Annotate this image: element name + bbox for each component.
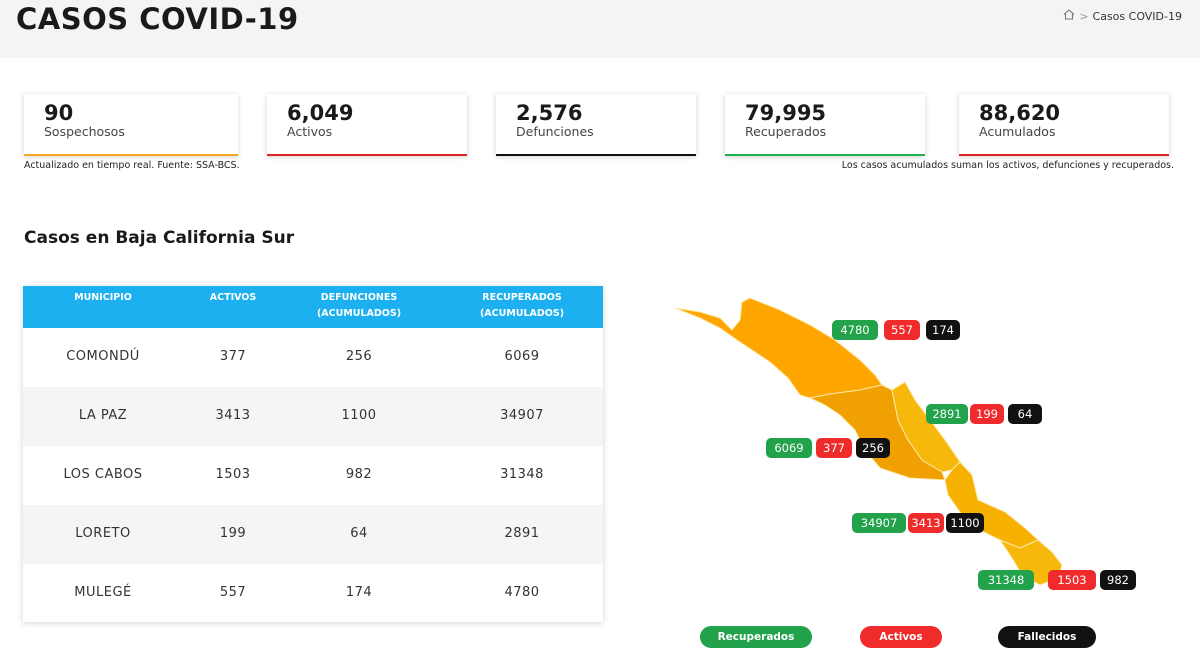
stat-label: Sospechosos	[44, 124, 125, 139]
cell-recuperados: 6069	[504, 349, 540, 364]
breadcrumb-separator: >	[1079, 9, 1089, 23]
stat-card-acumulados: 88,620 Acumulados	[959, 94, 1169, 156]
stat-value: 6,049	[287, 101, 354, 125]
map-pill-loreto-activos: 199	[970, 404, 1004, 424]
cell-defunciones: 64	[350, 526, 368, 541]
stat-card-defunciones: 2,576 Defunciones	[496, 94, 696, 156]
cell-recuperados: 34907	[500, 408, 544, 423]
map-region-mulege[interactable]	[674, 297, 883, 399]
breadcrumb: > Casos COVID-19	[1063, 9, 1182, 23]
map-pill-la-paz-recuperados: 34907	[852, 513, 906, 533]
stat-value: 88,620	[979, 101, 1061, 125]
column-header-recuperados: RECUPERADOS (ACUMULADOS)	[479, 292, 565, 319]
cell-municipio: MULEGÉ	[74, 585, 132, 600]
cell-municipio: LA PAZ	[78, 408, 128, 423]
cell-recuperados: 4780	[504, 585, 540, 600]
page-header: CASOS COVID-19 > Casos COVID-19	[0, 0, 1200, 58]
cell-defunciones: 982	[345, 467, 373, 482]
municipality-table: MUNICIPIO ACTIVOS DEFUNCIONES (ACUMULADOS…	[23, 286, 603, 622]
page-title: CASOS COVID-19	[16, 2, 299, 36]
legend-recuperados: Recuperados	[700, 626, 812, 648]
cell-activos: 3413	[215, 408, 251, 423]
accumulated-note: Los casos acumulados suman los activos, …	[841, 160, 1174, 171]
table-row: MULEGÉ 557 174 4780	[23, 564, 603, 623]
stat-value: 90	[44, 101, 74, 125]
stat-card-recuperados: 79,995 Recuperados	[725, 94, 925, 156]
map-pill-loreto-recuperados: 2891	[926, 404, 968, 424]
map-pill-comondu-activos: 377	[816, 438, 852, 458]
update-note: Actualizado en tiempo real. Fuente: SSA-…	[24, 160, 240, 171]
cell-activos: 1503	[215, 467, 251, 482]
cell-recuperados: 2891	[504, 526, 540, 541]
breadcrumb-current: Casos COVID-19	[1092, 9, 1182, 23]
legend-fallecidos: Fallecidos	[998, 626, 1096, 648]
stat-card-activos: 6,049 Activos	[267, 94, 467, 156]
table-row: LORETO 199 64 2891	[23, 505, 603, 564]
cell-activos: 557	[219, 585, 247, 600]
map-pill-los-cabos-activos: 1503	[1048, 570, 1096, 590]
section-title: Casos en Baja California Sur	[24, 228, 295, 248]
map-pill-la-paz-fallecidos: 1100	[946, 513, 984, 533]
stat-card-sospechosos: 90 Sospechosos	[24, 94, 238, 156]
map-pill-mulege-recuperados: 4780	[832, 320, 878, 340]
cell-defunciones: 1100	[341, 408, 377, 423]
map-region-la-paz[interactable]	[944, 461, 1039, 549]
cell-municipio: LORETO	[75, 526, 131, 541]
home-icon[interactable]	[1063, 9, 1075, 23]
map-pill-mulege-fallecidos: 174	[926, 320, 960, 340]
map-pill-comondu-fallecidos: 256	[856, 438, 890, 458]
column-header-municipio: MUNICIPIO	[74, 292, 132, 303]
stat-label: Defunciones	[516, 124, 594, 139]
cell-defunciones: 256	[345, 349, 373, 364]
cell-activos: 377	[219, 349, 247, 364]
cell-municipio: LOS CABOS	[63, 467, 143, 482]
stat-label: Recuperados	[745, 124, 827, 139]
map-pill-loreto-fallecidos: 64	[1008, 404, 1042, 424]
cell-recuperados: 31348	[500, 467, 544, 482]
stat-value: 2,576	[516, 101, 583, 125]
legend-activos: Activos	[860, 626, 942, 648]
column-header-defunciones: DEFUNCIONES (ACUMULADOS)	[316, 292, 402, 319]
table-row: LOS CABOS 1503 982 31348	[23, 446, 603, 505]
map-pill-la-paz-activos: 3413	[908, 513, 944, 533]
stat-value: 79,995	[745, 101, 827, 125]
map-pill-los-cabos-fallecidos: 982	[1100, 570, 1136, 590]
table-header: MUNICIPIO ACTIVOS DEFUNCIONES (ACUMULADOS…	[23, 286, 603, 328]
table-row: COMONDÚ 377 256 6069	[23, 328, 603, 387]
map-pill-los-cabos-recuperados: 31348	[978, 570, 1034, 590]
cell-activos: 199	[219, 526, 247, 541]
map-pill-comondu-recuperados: 6069	[766, 438, 812, 458]
baja-california-sur-map	[674, 297, 1063, 586]
map-pill-mulege-activos: 557	[884, 320, 920, 340]
cell-defunciones: 174	[345, 585, 373, 600]
table-row: LA PAZ 3413 1100 34907	[23, 387, 603, 446]
cell-municipio: COMONDÚ	[66, 349, 140, 364]
column-header-activos: ACTIVOS	[209, 292, 257, 303]
stat-label: Activos	[287, 124, 333, 139]
stat-label: Acumulados	[979, 124, 1056, 139]
